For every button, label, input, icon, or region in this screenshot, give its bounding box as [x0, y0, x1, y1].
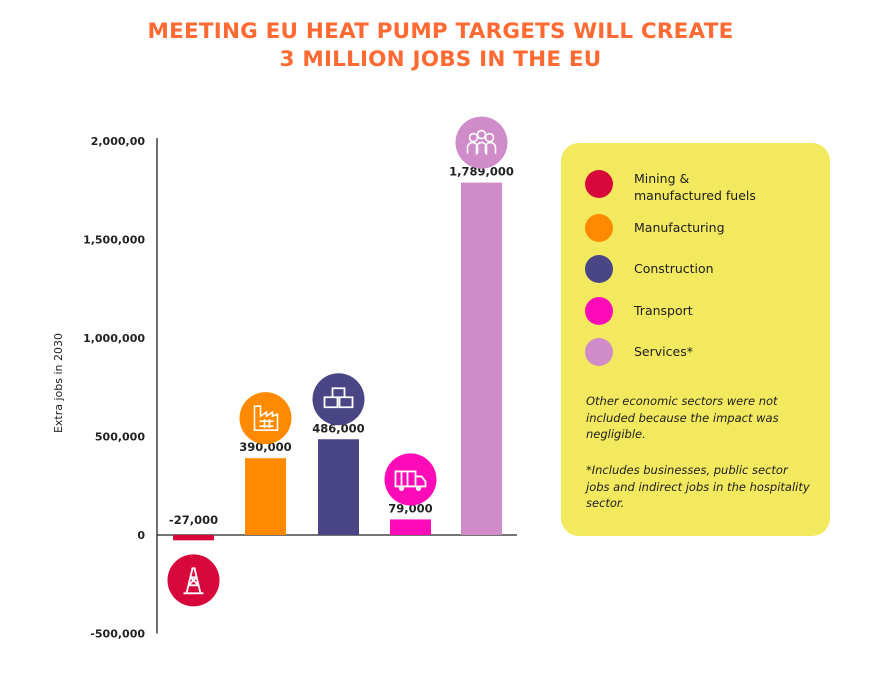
legend-swatch-mining: [585, 170, 613, 198]
y-tick-label: 1,500,000: [83, 234, 145, 247]
y-tick-label: 0: [137, 529, 145, 542]
legend-note-services-footnote: *Includes businesses, public sector jobs…: [586, 463, 810, 510]
legend-swatch-construction: [585, 255, 613, 283]
van-icon: [394, 470, 427, 492]
van-body: [394, 470, 427, 488]
bar-manufacturing: [245, 458, 286, 535]
person-head: [468, 132, 479, 143]
legend-label-services: Services*: [634, 344, 693, 359]
bar-construction: [318, 439, 359, 535]
oil-rig-shape: [183, 567, 204, 595]
legend-label-transport: Transport: [634, 303, 693, 318]
bar-mining: [173, 535, 214, 541]
people-bodies: [466, 141, 497, 155]
legend-label-manufacturing: Manufacturing: [634, 220, 725, 235]
icon-circle-transport: [384, 453, 437, 506]
van-wheel: [398, 485, 405, 492]
factory-shape: [253, 405, 279, 431]
bar-icon-group-construction: [312, 373, 365, 426]
value-label-services: 1,789,000: [449, 165, 514, 179]
bar-services: [461, 182, 502, 535]
legend-swatch-transport: [585, 297, 613, 325]
legend-swatch-manufacturing: [585, 214, 613, 242]
legend-panel: Mining & manufactured fuels Manufacturin…: [561, 143, 830, 536]
legend-item-construction: Construction: [585, 255, 784, 283]
chart-title-line-1: MEETING EU HEAT PUMP TARGETS WILL CREATE: [147, 19, 734, 44]
bar-icon-group-transport: [384, 453, 437, 506]
van-wheel: [415, 485, 422, 492]
bar-icon-group-manufacturing: [239, 392, 292, 445]
chart-title: MEETING EU HEAT PUMP TARGETS WILL CREATE…: [0, 18, 881, 74]
legend-item-transport: Transport: [585, 297, 784, 325]
person-head: [484, 132, 495, 143]
y-tick-label: 2,000,00: [91, 135, 146, 148]
legend-label-mining: Mining & manufactured fuels: [634, 171, 756, 203]
bricks-icon: [323, 387, 354, 409]
bar-transport: [390, 519, 431, 535]
chart-title-line-2: 3 MILLION JOBS IN THE EU: [279, 47, 602, 72]
people-icon: [466, 129, 497, 155]
legend-label-construction: Construction: [634, 261, 714, 276]
y-tick-label: -500,000: [90, 628, 145, 641]
icon-circle-manufacturing: [239, 392, 292, 445]
y-tick-label: 1,000,000: [83, 332, 145, 345]
y-axis-title: Extra jobs in 2030: [52, 333, 65, 433]
legend-item-manufacturing: Manufacturing: [585, 214, 784, 242]
oil-rig-icon: [183, 567, 204, 595]
legend-item-services: Services*: [585, 338, 784, 366]
legend-item-mining: Mining & manufactured fuels: [585, 170, 774, 204]
bar-icon-group-mining: [167, 554, 220, 607]
value-label-construction: 486,000: [312, 421, 364, 435]
value-label-transport: 79,000: [388, 501, 432, 515]
bar-icon-group-services: [455, 116, 508, 169]
factory-icon: [253, 405, 279, 431]
person-head: [476, 129, 487, 140]
value-label-manufacturing: 390,000: [239, 440, 291, 454]
value-label-mining: -27,000: [169, 513, 218, 527]
legend-note-excluded-sectors: Other economic sectors were not included…: [586, 394, 779, 441]
legend-swatch-services: [585, 338, 613, 366]
y-tick-label: 500,000: [95, 431, 145, 444]
bricks-shape: [323, 387, 354, 409]
icon-circle-construction: [312, 373, 365, 426]
